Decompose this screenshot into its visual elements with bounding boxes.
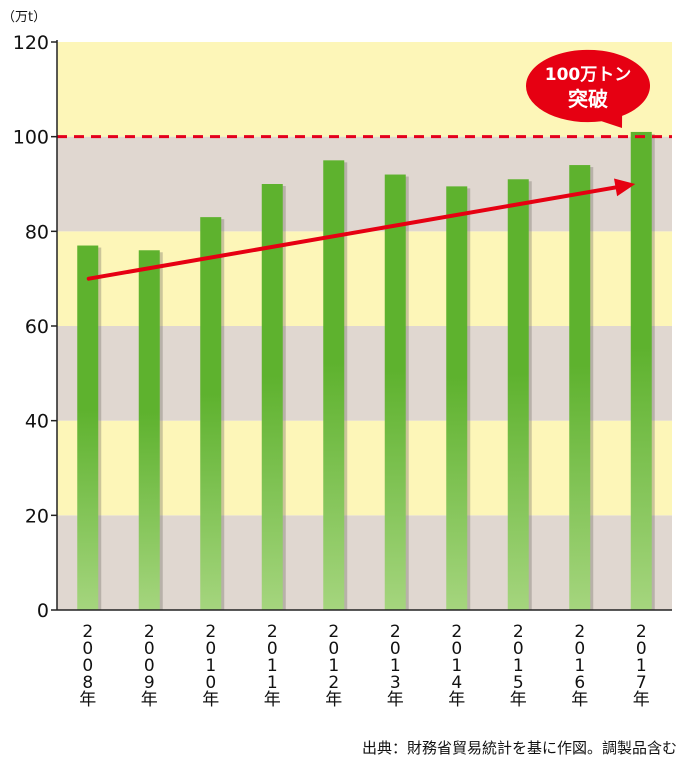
x-label-char: 1 (574, 656, 585, 676)
bar-2012年 (323, 160, 345, 611)
x-label-char: 0 (205, 673, 216, 693)
x-label-char: 2 (267, 622, 278, 642)
x-label-char: 1 (205, 656, 216, 676)
y-unit-label: （万t） (2, 10, 46, 25)
bar-2017年 (630, 131, 652, 610)
x-label-char: 年 (141, 690, 158, 710)
bar-2013年 (384, 174, 406, 611)
x-label-char: 2 (82, 622, 93, 642)
x-label-char: 1 (328, 656, 339, 676)
bar-2011年 (261, 184, 283, 610)
x-label-char: 1 (451, 656, 462, 676)
y-tick-label-0: 0 (37, 600, 49, 622)
x-label-char: 6 (574, 673, 585, 693)
x-label-char: 2 (144, 622, 155, 642)
x-label-char: 2 (328, 673, 339, 693)
x-label-char: 年 (264, 690, 281, 710)
y-tick-label-120: 120 (13, 32, 49, 54)
x-label-char: 0 (328, 639, 339, 659)
x-label-char: 2 (636, 622, 647, 642)
trend-arrow-head (614, 178, 636, 197)
trend-arrow (86, 178, 636, 281)
bar-2009年 (138, 250, 160, 610)
x-label-char: 7 (636, 673, 647, 693)
bar-2016年 (569, 165, 591, 611)
callout-line2: 突破 (568, 87, 608, 111)
x-label-char: 年 (448, 690, 465, 710)
x-label-char: 8 (82, 673, 93, 693)
x-label-char: 4 (451, 673, 462, 693)
bar-2008年 (77, 245, 99, 611)
callout-bubble (525, 49, 650, 129)
x-label-char: 年 (202, 690, 219, 710)
x-label-char: 1 (636, 656, 647, 676)
x-label-char: 2 (390, 622, 401, 642)
x-label-char: 2 (574, 622, 585, 642)
y-tick-label-80: 80 (25, 221, 49, 243)
x-label-char: 年 (510, 690, 527, 710)
x-label-char: 2 (328, 622, 339, 642)
x-label-char: 0 (574, 639, 585, 659)
bar-2015年 (507, 179, 529, 610)
x-label-char: 0 (267, 639, 278, 659)
callout-line1: 100万トン (545, 65, 632, 85)
x-label-char: 5 (513, 673, 524, 693)
x-label-char: 1 (390, 656, 401, 676)
y-ticks: 0 20 40 60 80 100 120 (13, 32, 57, 622)
bars-layer (77, 131, 655, 611)
x-label-char: 2 (451, 622, 462, 642)
x-label-char: 年 (633, 690, 650, 710)
x-label-char: 0 (513, 639, 524, 659)
source-note: 出典：財務省貿易統計を基に作図。調製品含む (362, 739, 677, 757)
x-label-char: 年 (571, 690, 588, 710)
y-tick-label-20: 20 (25, 505, 49, 527)
x-label-char: 2 (513, 622, 524, 642)
x-label-char: 0 (82, 656, 93, 676)
x-label-char: 0 (144, 656, 155, 676)
x-label-char: 0 (390, 639, 401, 659)
y-tick-label-100: 100 (13, 127, 49, 149)
x-label-char: 2 (205, 622, 216, 642)
x-label-char: 0 (144, 639, 155, 659)
y-tick-label-60: 60 (25, 316, 49, 338)
x-label-char: 年 (325, 690, 342, 710)
x-label-char: 0 (205, 639, 216, 659)
bar-2014年 (446, 186, 468, 610)
x-label-char: 1 (267, 673, 278, 693)
bar-2010年 (200, 217, 222, 610)
x-label-char: 0 (451, 639, 462, 659)
x-label-char: 年 (79, 690, 96, 710)
y-tick-label-40: 40 (25, 411, 49, 433)
x-label-char: 0 (82, 639, 93, 659)
x-label-char: 1 (267, 656, 278, 676)
x-label-char: 1 (513, 656, 524, 676)
callout-badge: 100万トン 突破 (525, 49, 650, 129)
x-labels: 2008年2009年2010年2011年2012年2013年2014年2015年… (79, 622, 650, 710)
trend-arrow-shaft (86, 185, 618, 281)
x-label-char: 3 (390, 673, 401, 693)
x-label-char: 年 (387, 690, 404, 710)
x-label-char: 0 (636, 639, 647, 659)
x-label-char: 9 (144, 673, 155, 693)
